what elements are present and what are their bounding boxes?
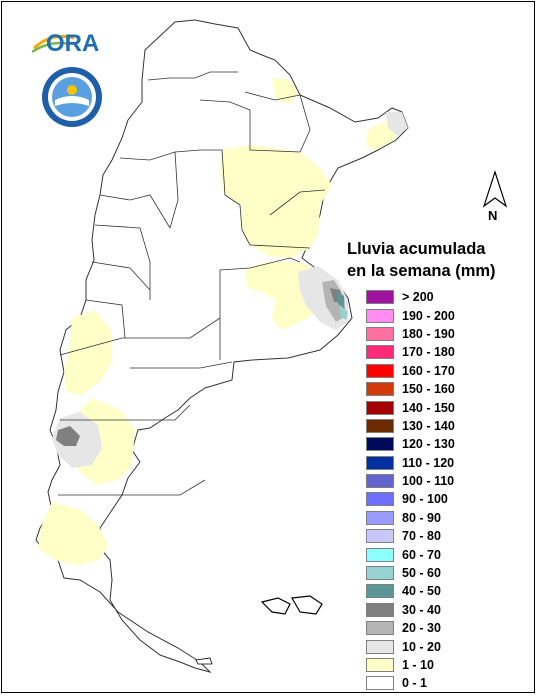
legend-title: Lluvia acumulada en la semana (mm) bbox=[347, 238, 496, 282]
legend-item: 190 - 200 bbox=[366, 306, 455, 324]
province-boundaries bbox=[58, 71, 326, 496]
legend-item: 30 - 40 bbox=[366, 601, 455, 619]
ora-logo-text: ORA bbox=[46, 30, 100, 57]
legend-swatch bbox=[366, 639, 394, 654]
legend-label: 1 - 10 bbox=[402, 658, 434, 672]
legend-item: 0 - 1 bbox=[366, 674, 455, 692]
legend: > 200 190 - 200 180 - 190 170 - 180 160 - 17… bbox=[366, 288, 455, 693]
legend-item: 80 - 90 bbox=[366, 509, 455, 527]
legend-swatch bbox=[366, 566, 394, 581]
legend-item: 160 - 170 bbox=[366, 362, 455, 380]
legend-item: > 200 bbox=[366, 288, 455, 306]
legend-label: 110 - 120 bbox=[402, 455, 455, 470]
legend-label: 190 - 200 bbox=[402, 308, 455, 323]
legend-label: 80 - 90 bbox=[402, 510, 441, 525]
legend-label: 120 - 130 bbox=[402, 437, 455, 452]
legend-swatch bbox=[366, 363, 394, 378]
legend-item: 40 - 50 bbox=[366, 582, 455, 600]
legend-swatch bbox=[366, 474, 394, 489]
legend-item: 130 - 140 bbox=[366, 417, 455, 435]
legend-swatch bbox=[366, 584, 394, 599]
legend-item: 100 - 110 bbox=[366, 472, 455, 490]
legend-swatch bbox=[366, 418, 394, 433]
legend-item: 70 - 80 bbox=[366, 527, 455, 545]
legend-item: 20 - 30 bbox=[366, 619, 455, 637]
legend-item: 140 - 150 bbox=[366, 398, 455, 416]
legend-item: 120 - 130 bbox=[366, 435, 455, 453]
legend-label: 40 - 50 bbox=[402, 584, 441, 599]
islas-malvinas bbox=[260, 595, 323, 615]
legend-title-line1: Lluvia acumulada bbox=[347, 240, 486, 258]
legend-swatch bbox=[366, 676, 394, 691]
legend-swatch bbox=[366, 437, 394, 452]
legend-label: > 200 bbox=[402, 290, 434, 305]
legend-label: 10 - 20 bbox=[402, 639, 441, 654]
legend-label: 20 - 30 bbox=[402, 621, 441, 636]
legend-item: 90 - 100 bbox=[366, 490, 455, 508]
rain-40-60-areas bbox=[336, 292, 348, 320]
legend-swatch bbox=[366, 492, 394, 507]
ora-logo: ORA bbox=[31, 28, 104, 58]
legend-swatch bbox=[366, 382, 394, 397]
legend-label: 180 - 190 bbox=[402, 326, 455, 341]
small-island bbox=[195, 657, 213, 665]
legend-item: 60 - 70 bbox=[366, 545, 455, 563]
legend-swatch bbox=[366, 345, 394, 360]
legend-item: 1 - 10 bbox=[366, 656, 455, 674]
legend-swatch bbox=[366, 621, 394, 636]
legend-swatch bbox=[366, 290, 394, 305]
legend-label: 90 - 100 bbox=[402, 492, 448, 507]
legend-label: 130 - 140 bbox=[402, 418, 455, 433]
north-arrow-label: N bbox=[488, 208, 498, 223]
smn-seal-icon bbox=[42, 67, 102, 127]
legend-item: 170 - 180 bbox=[366, 343, 455, 361]
legend-item: 110 - 120 bbox=[366, 454, 455, 472]
legend-swatch bbox=[366, 326, 394, 341]
rain-20-40-areas bbox=[56, 280, 346, 446]
legend-label: 150 - 160 bbox=[402, 382, 455, 397]
legend-swatch bbox=[366, 529, 394, 544]
legend-swatch bbox=[366, 547, 394, 562]
legend-swatch bbox=[366, 602, 394, 617]
legend-swatch bbox=[366, 455, 394, 470]
ora-swoosh-icon bbox=[31, 34, 75, 54]
legend-label: 0 - 1 bbox=[402, 676, 428, 691]
legend-item: 180 - 190 bbox=[366, 325, 455, 343]
legend-swatch bbox=[366, 400, 394, 415]
legend-item: 50 - 60 bbox=[366, 564, 455, 582]
legend-item: 10 - 20 bbox=[366, 637, 455, 655]
legend-label: 60 - 70 bbox=[402, 547, 441, 562]
legend-label: 140 - 150 bbox=[402, 400, 455, 415]
legend-label: 70 - 80 bbox=[402, 529, 441, 544]
legend-label: 170 - 180 bbox=[402, 345, 455, 360]
legend-label: 100 - 110 bbox=[402, 474, 455, 489]
legend-label: 30 - 40 bbox=[402, 602, 441, 617]
legend-swatch bbox=[366, 510, 394, 525]
legend-item: 150 - 160 bbox=[366, 380, 455, 398]
legend-label: 50 - 60 bbox=[402, 566, 441, 581]
legend-label: 160 - 170 bbox=[402, 363, 455, 378]
legend-swatch bbox=[366, 658, 394, 672]
north-arrow-icon bbox=[482, 170, 508, 208]
legend-title-line2: en la semana (mm) bbox=[347, 262, 496, 280]
legend-swatch bbox=[366, 308, 394, 323]
